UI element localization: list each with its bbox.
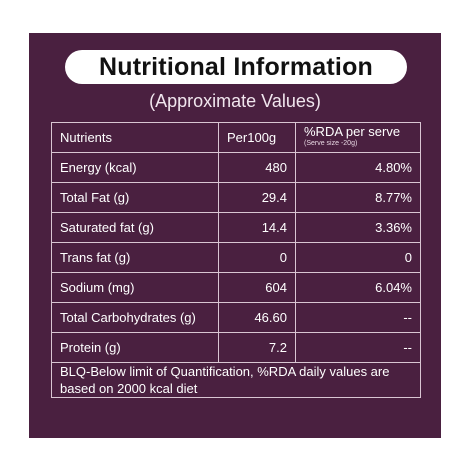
table-row: Total Fat (g) 29.4 8.77% <box>51 182 421 213</box>
nutrient-name: Total Carbohydrates (g) <box>51 302 219 333</box>
header-nutrients: Nutrients <box>51 122 219 153</box>
nutrient-rda: 6.04% <box>295 272 421 303</box>
nutrient-per100g: 29.4 <box>218 182 296 213</box>
nutrient-per100g: 0 <box>218 242 296 273</box>
panel-title: Nutritional Information <box>98 52 374 81</box>
nutrient-name: Saturated fat (g) <box>51 212 219 243</box>
nutrient-per100g: 14.4 <box>218 212 296 243</box>
nutrient-rda: 4.80% <box>295 152 421 183</box>
table-row: Sodium (mg) 604 6.04% <box>51 272 421 303</box>
table-header-row: Nutrients Per100g %RDA per serve (Serve … <box>51 122 421 153</box>
nutrient-per100g: 480 <box>218 152 296 183</box>
nutrient-rda: -- <box>295 332 421 363</box>
nutrient-name: Sodium (mg) <box>51 272 219 303</box>
nutrient-name: Protein (g) <box>51 332 219 363</box>
nutrient-name: Energy (kcal) <box>51 152 219 183</box>
nutrition-panel: Nutritional Information (Approximate Val… <box>29 33 441 438</box>
panel-subtitle: (Approximate Values) <box>149 91 321 111</box>
footnote-row: BLQ-Below limit of Quantification, %RDA … <box>51 362 421 398</box>
nutrient-rda: 8.77% <box>295 182 421 213</box>
nutrient-name: Trans fat (g) <box>51 242 219 273</box>
table-row: Energy (kcal) 480 4.80% <box>51 152 421 183</box>
nutrient-name: Total Fat (g) <box>51 182 219 213</box>
header-rda-label: %RDA per serve <box>304 123 401 139</box>
table-row: Saturated fat (g) 14.4 3.36% <box>51 212 421 243</box>
nutrient-rda: -- <box>295 302 421 333</box>
table-row: Trans fat (g) 0 0 <box>51 242 421 273</box>
header-rda: %RDA per serve (Serve size -20g) <box>295 122 421 153</box>
nutrient-per100g: 604 <box>218 272 296 303</box>
table-footnote: BLQ-Below limit of Quantification, %RDA … <box>51 362 421 398</box>
nutrient-rda: 0 <box>295 242 421 273</box>
table-row: Total Carbohydrates (g) 46.60 -- <box>51 302 421 333</box>
nutrient-per100g: 7.2 <box>218 332 296 363</box>
nutrient-rda: 3.36% <box>295 212 421 243</box>
nutrition-table: Nutrients Per100g %RDA per serve (Serve … <box>51 122 421 398</box>
title-pill: Nutritional Information <box>65 50 407 84</box>
header-per100g: Per100g <box>218 122 296 153</box>
header-rda-note: (Serve size -20g) <box>304 139 358 147</box>
nutrient-per100g: 46.60 <box>218 302 296 333</box>
table-row: Protein (g) 7.2 -- <box>51 332 421 363</box>
